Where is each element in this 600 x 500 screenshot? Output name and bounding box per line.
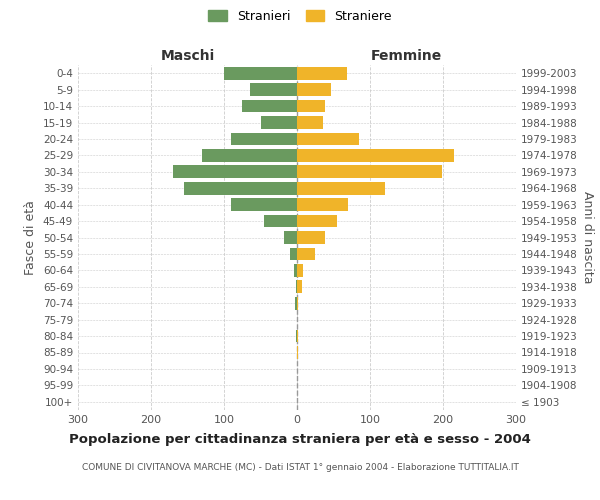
Bar	[297, 214, 337, 228]
Bar	[242, 100, 297, 112]
Legend: Stranieri, Straniere: Stranieri, Straniere	[205, 6, 395, 26]
Bar	[297, 182, 385, 194]
Bar	[297, 100, 325, 112]
Bar	[297, 330, 298, 342]
Bar	[184, 182, 297, 194]
Text: COMUNE DI CIVITANOVA MARCHE (MC) - Dati ISTAT 1° gennaio 2004 - Elaborazione TUT: COMUNE DI CIVITANOVA MARCHE (MC) - Dati …	[82, 462, 518, 471]
Bar	[202, 149, 297, 162]
Text: Maschi: Maschi	[160, 48, 215, 62]
Bar	[297, 116, 323, 129]
Y-axis label: Anni di nascita: Anni di nascita	[581, 191, 594, 284]
Bar	[295, 297, 297, 310]
Bar	[297, 166, 442, 178]
Bar	[250, 83, 297, 96]
Bar	[224, 67, 297, 80]
Text: Popolazione per cittadinanza straniera per età e sesso - 2004: Popolazione per cittadinanza straniera p…	[69, 432, 531, 446]
Bar	[296, 280, 297, 293]
Bar	[173, 166, 297, 178]
Bar	[297, 67, 347, 80]
Bar	[297, 132, 359, 145]
Bar	[297, 280, 302, 293]
Bar	[294, 264, 297, 277]
Bar	[296, 330, 297, 342]
Bar	[232, 198, 297, 211]
Bar	[297, 231, 325, 244]
Bar	[297, 346, 298, 359]
Bar	[264, 214, 297, 228]
Text: Femmine: Femmine	[371, 48, 442, 62]
Bar	[232, 132, 297, 145]
Bar	[290, 248, 297, 260]
Y-axis label: Fasce di età: Fasce di età	[25, 200, 37, 275]
Bar	[297, 149, 454, 162]
Bar	[297, 198, 348, 211]
Bar	[284, 231, 297, 244]
Bar	[297, 264, 303, 277]
Bar	[297, 83, 331, 96]
Bar	[260, 116, 297, 129]
Bar	[297, 297, 298, 310]
Bar	[297, 248, 315, 260]
